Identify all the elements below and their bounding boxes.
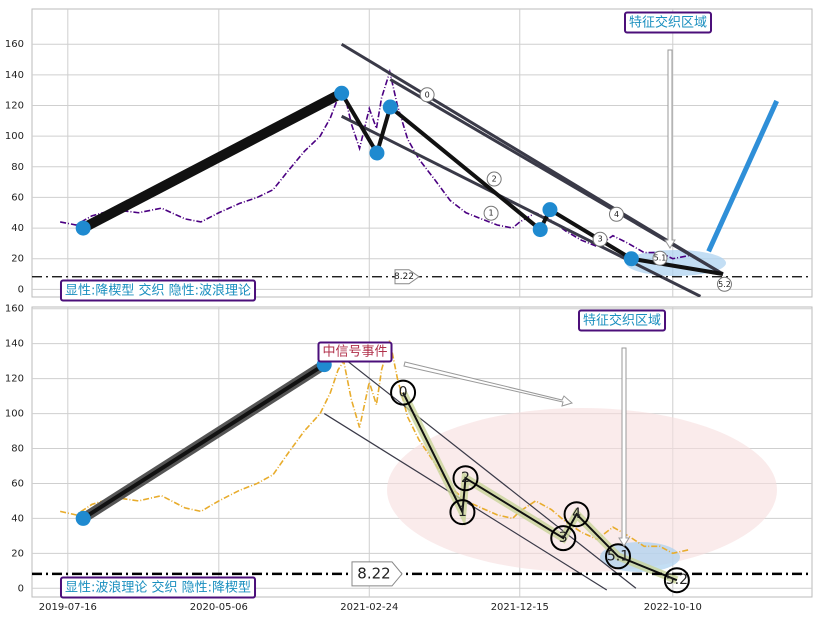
- region-label: 特征交织区域: [583, 313, 661, 329]
- event-label-box: 中信号事件: [317, 341, 393, 363]
- y-tick-label: 20: [11, 254, 24, 265]
- pivot-point: [75, 510, 91, 526]
- projection-ray: [706, 99, 779, 253]
- wave-marker: [483, 205, 499, 221]
- y-tick-label: 40: [11, 223, 24, 234]
- wave-label: 5.2: [666, 572, 688, 588]
- y-tick-label: 160: [5, 39, 24, 50]
- wave-label: 5.1: [607, 548, 629, 564]
- region-arrow: [664, 49, 676, 249]
- event-label-frame: [317, 341, 393, 363]
- impulse-leg: [80, 88, 344, 233]
- wave-label: 1: [489, 209, 494, 218]
- wave-label: 5.2: [718, 280, 731, 289]
- event-label: 中信号事件: [322, 345, 387, 360]
- x-tick-label: 2022-10-10: [644, 602, 702, 613]
- trend-line: [323, 342, 637, 589]
- wave-marker: [486, 171, 502, 187]
- y-tick-label: 100: [5, 131, 24, 142]
- zigzag: [82, 90, 724, 276]
- pivot-point: [623, 251, 639, 267]
- wave-label: 4: [614, 210, 619, 219]
- y-tick-label: 0: [18, 583, 24, 594]
- wave-marker: [419, 87, 435, 103]
- wave-label: 2: [492, 175, 497, 184]
- x-tick-label: 2020-05-06: [190, 602, 248, 613]
- pattern-label-frame: [59, 279, 257, 302]
- event-zone: [387, 408, 777, 572]
- pivot-point: [382, 99, 398, 115]
- region-zone: [600, 542, 680, 572]
- y-tick-label: 140: [5, 70, 24, 81]
- pivot-point: [369, 145, 385, 161]
- event-arrow: [403, 361, 574, 407]
- pivot-point: [532, 222, 548, 238]
- zigzag: [402, 392, 678, 582]
- pattern-label-frame: [59, 576, 257, 599]
- wave-marker: [608, 206, 624, 222]
- y-tick-label: 120: [5, 101, 24, 112]
- wave-label: 3: [598, 235, 603, 244]
- region-label-frame: [577, 309, 667, 332]
- trend-line: [340, 114, 702, 297]
- region-label-box: 特征交织区域: [577, 309, 667, 332]
- wave-label: 0: [399, 385, 408, 401]
- y-tick-label: 80: [11, 162, 24, 173]
- price-line: [59, 339, 689, 555]
- wave-label: 4: [572, 506, 581, 522]
- plot-layer: [59, 339, 777, 591]
- pattern-label: 显性:降楔型 交织 隐性:波浪理论: [65, 283, 251, 299]
- y-tick-label: 60: [11, 192, 24, 203]
- wave-marker: [390, 379, 417, 406]
- threshold-label: 8.22: [357, 564, 390, 582]
- x-tick-label: 2021-12-15: [491, 602, 549, 613]
- region-label: 特征交织区域: [629, 15, 707, 31]
- wave-marker: [716, 276, 732, 292]
- pattern-label-box: 显性:降楔型 交织 隐性:波浪理论: [59, 279, 257, 302]
- wave-marker: [663, 567, 690, 594]
- y-tick-label: 100: [5, 409, 24, 420]
- y-tick-label: 40: [11, 513, 24, 524]
- wave-label: 5.1: [654, 254, 667, 263]
- y-tick-label: 60: [11, 478, 24, 489]
- wave-label: 1: [458, 504, 467, 520]
- wave-marker: [652, 250, 668, 266]
- y-tick-label: 160: [5, 304, 24, 315]
- y-tick-label: 80: [11, 444, 24, 455]
- pattern-label-box: 显性:波浪理论 交织 隐性:降楔型: [59, 576, 257, 599]
- y-tick-label: 120: [5, 374, 24, 385]
- y-tick-label: 20: [11, 548, 24, 559]
- threshold-arrow: [351, 561, 403, 587]
- wave-marker: [592, 231, 608, 247]
- x-tick-label: 2019-07-16: [39, 602, 97, 613]
- wave-label: 0: [425, 90, 430, 99]
- region-label-frame: [623, 11, 713, 34]
- plot-layer: [59, 42, 779, 297]
- wave-label: 3: [559, 530, 568, 546]
- pattern-label: 显性:波浪理论 交织 隐性:降楔型: [65, 580, 251, 596]
- wave-marker: [452, 465, 479, 492]
- pivot-point: [542, 202, 558, 218]
- price-line: [59, 68, 689, 260]
- wave-marker: [605, 543, 632, 570]
- pivot-point: [334, 85, 350, 101]
- wave-label: 2: [461, 470, 470, 486]
- pivot-point: [75, 220, 91, 236]
- trend-line: [82, 362, 326, 521]
- y-tick-label: 140: [5, 339, 24, 350]
- wave-marker: [449, 499, 476, 526]
- x-tick-label: 2021-02-24: [340, 602, 398, 613]
- wave-marker: [550, 525, 577, 552]
- region-label-box: 特征交织区域: [623, 11, 713, 34]
- threshold-label: 8.22: [394, 272, 414, 282]
- region-arrow: [618, 347, 630, 547]
- y-tick-label: 0: [18, 284, 24, 295]
- threshold-arrow: [394, 269, 420, 285]
- wave-marker: [563, 501, 590, 528]
